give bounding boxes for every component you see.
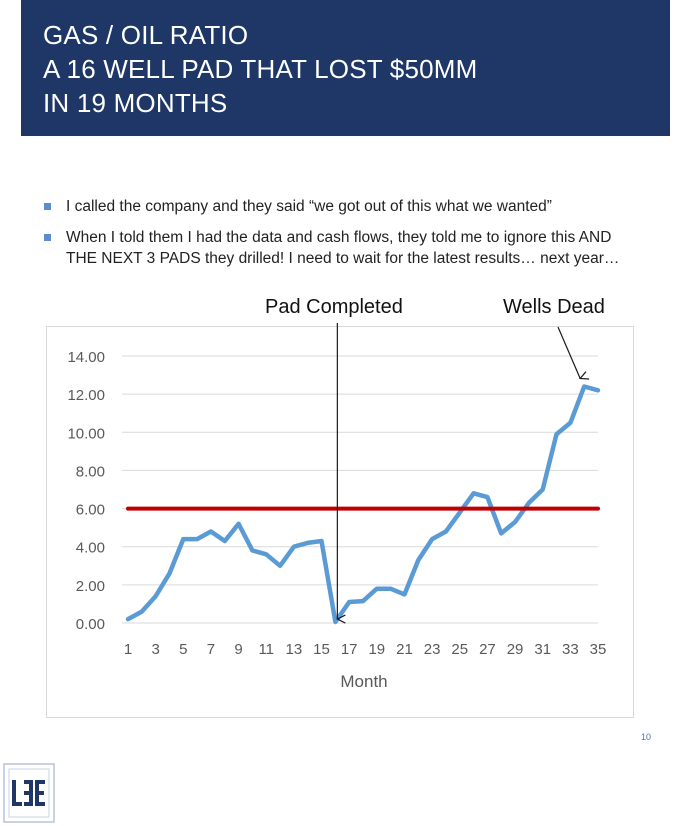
bullet-list: I called the company and they said “we g… xyxy=(44,196,644,279)
chart-frame xyxy=(46,326,634,718)
x-axis-label: Month xyxy=(340,672,387,691)
y-tick-label: 8.00 xyxy=(76,463,105,480)
x-tick-label: 9 xyxy=(234,641,242,658)
x-tick-label: 19 xyxy=(368,641,385,658)
x-tick-label: 27 xyxy=(479,641,496,658)
page-number: 10 xyxy=(641,732,652,742)
x-tick-label: 23 xyxy=(424,641,441,658)
x-tick-label: 29 xyxy=(507,641,524,658)
title-banner: GAS / OIL RATIO A 16 WELL PAD THAT LOST … xyxy=(21,0,670,136)
title-line-2: A 16 WELL PAD THAT LOST $50MM xyxy=(43,54,478,84)
x-tick-label: 3 xyxy=(151,641,159,658)
bullet-marker-icon xyxy=(44,203,51,210)
y-tick-label: 14.00 xyxy=(67,349,105,366)
x-tick-label: 1 xyxy=(124,641,132,658)
x-tick-label: 35 xyxy=(590,641,607,658)
y-tick-label: 10.00 xyxy=(67,425,105,442)
bullet-text: I called the company and they said “we g… xyxy=(66,198,552,215)
y-tick-label: 12.00 xyxy=(67,387,105,404)
y-tick-label: 0.00 xyxy=(76,616,105,633)
bullet-text: When I told them I had the data and cash… xyxy=(66,229,620,267)
gas-oil-ratio-series-line xyxy=(125,384,601,625)
x-tick-label: 25 xyxy=(451,641,468,658)
y-tick-label: 6.00 xyxy=(76,502,105,519)
wells-dead-arrow xyxy=(557,326,580,379)
x-tick-label: 13 xyxy=(286,641,303,658)
company-logo-icon xyxy=(3,763,55,823)
x-tick-label: 33 xyxy=(562,641,579,658)
x-tick-label: 5 xyxy=(179,641,187,658)
x-tick-label: 21 xyxy=(396,641,413,658)
y-tick-label: 2.00 xyxy=(76,578,105,595)
title-line-1: GAS / OIL RATIO xyxy=(43,20,249,50)
bullet-item: When I told them I had the data and cash… xyxy=(44,227,644,269)
x-tick-label: 15 xyxy=(313,641,330,658)
y-tick-label: 4.00 xyxy=(76,540,105,557)
x-tick-label: 11 xyxy=(258,641,274,658)
wells-dead-annotation: Wells Dead xyxy=(503,296,605,318)
title-line-3: IN 19 MONTHS xyxy=(43,88,228,118)
bullet-marker-icon xyxy=(44,234,51,241)
pad-completed-annotation: Pad Completed xyxy=(265,296,403,318)
x-tick-label: 31 xyxy=(534,641,551,658)
x-tick-label: 7 xyxy=(207,641,215,658)
x-tick-label: 17 xyxy=(341,641,358,658)
bullet-item: I called the company and they said “we g… xyxy=(44,196,644,217)
